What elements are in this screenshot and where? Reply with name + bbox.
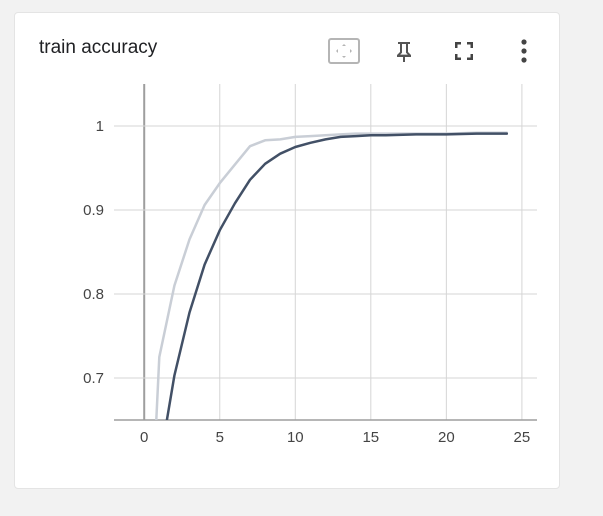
chart-card: train accuracy [14, 12, 560, 489]
series-line-raw [155, 131, 509, 420]
fit-domain-button[interactable] [327, 35, 361, 67]
x-tick-label: 20 [438, 429, 455, 446]
x-tick-label: 5 [216, 429, 224, 446]
chart-toolbar [325, 35, 555, 67]
fullscreen-icon [455, 42, 473, 60]
x-tick-label: 15 [362, 429, 379, 446]
chart-title: train accuracy [39, 37, 158, 58]
more-options-button[interactable] [507, 35, 541, 67]
pin-button[interactable] [387, 35, 421, 67]
x-tick-label: 10 [287, 429, 304, 446]
fullscreen-button[interactable] [447, 35, 481, 67]
series-line-smoothed [165, 132, 509, 420]
y-tick-label: 0.7 [83, 370, 104, 387]
x-tick-label: 0 [140, 429, 148, 446]
fit-domain-icon [328, 38, 360, 64]
more-vert-icon [521, 39, 527, 63]
y-tick-label: 1 [96, 118, 104, 135]
y-tick-label: 0.9 [83, 202, 104, 219]
y-tick-label: 0.8 [83, 286, 104, 303]
pin-icon [397, 42, 411, 62]
x-tick-label: 25 [514, 429, 531, 446]
